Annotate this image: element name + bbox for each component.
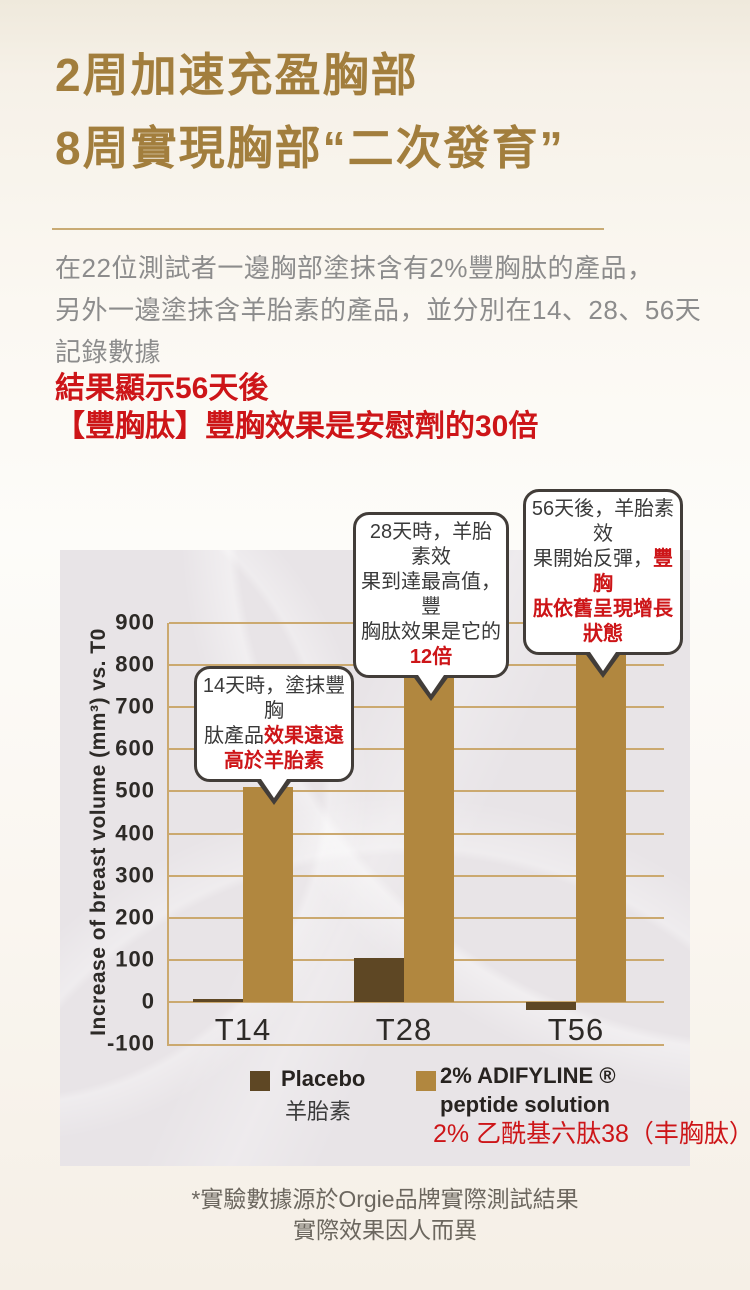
callout-text: 28天時，羊胎素效 [369,521,493,568]
callout-text-red: 高於羊胎素 [224,750,324,772]
legend-label-placebo: Placebo [281,1066,366,1091]
y-tick-400: 400 [115,819,155,845]
intro-paragraph: 在22位測試者一邊胸部塗抹含有2%豐胸肽的產品， 另外一邊塗抹含羊胎素的產品，並… [55,247,701,373]
callout-line: 肽產品效果遠遠 [201,724,347,749]
x-tick-t28: T28 [375,1012,433,1047]
callout-line: 肽依舊呈現增長 [530,597,676,622]
intro-line-3: 記錄數據 [55,337,162,367]
bar-t14-adifyline [243,787,293,1002]
y-tick-700: 700 [115,693,155,719]
y-tick-100: 100 [115,946,155,972]
callout-text-red: 效果遠遠 [264,725,344,747]
headline-line-2: 8周實現胸部“二次發育” [55,122,565,174]
result-line-1: 結果顯示56天後 [55,372,269,405]
intro-line-2: 另外一邊塗抹含羊胎素的產品，並分別在14、28、56天 [55,295,702,325]
callout-line: 14天時，塗抹豐胸 [201,674,347,724]
callout-t28: 28天時，羊胎素效 果到達最高值，豐胸肽效果是它的 12倍 [353,512,509,701]
x-tick-t14: T14 [214,1012,272,1047]
callout-line: 果到達最高值，豐 [360,570,502,620]
callout-line: 28天時，羊胎素效 [360,520,502,570]
legend-swatch-adifyline [416,1071,436,1091]
callout-text: 胸肽效果是它的 [361,621,501,643]
callout-line: 胸肽效果是它的 [360,620,502,645]
footnote: *實驗數據源於Orgie品牌實際測試結果 實際效果因人而異 [20,1184,750,1246]
callout-line: 狀態 [530,622,676,647]
y-tick-600: 600 [115,735,155,761]
y-axis-title: Increase of breast volume (mm³) vs. T0 [87,628,110,1036]
y-tick-800: 800 [115,651,155,677]
y-tick--100: -100 [106,1030,155,1056]
bar-t56-placebo [526,1001,576,1011]
y-tick-200: 200 [115,904,155,930]
bar-t14-placebo [193,998,243,1002]
divider-line [52,228,604,230]
legend-sublabel-placebo: 羊胎素 [285,1099,352,1124]
legend-swatch-placebo [250,1071,270,1091]
callout-text-red: 12倍 [409,646,453,668]
callout-text: 果開始反彈， [533,548,653,570]
callout-line: 果開始反彈，豐胸 [530,547,676,597]
callout-text: 56天後，羊胎素效 [531,498,675,545]
legend-sublabel-adifyline-red: 2% 乙酰基六肽38（丰胸肽） [433,1120,750,1148]
bar-t56-adifyline [576,629,626,1002]
gridline-0 [169,1000,664,1003]
y-tick-0: 0 [141,988,155,1014]
y-tick-300: 300 [115,862,155,888]
headline-line-1: 2周加速充盈胸部 [55,49,419,101]
y-tick-500: 500 [115,777,155,803]
footnote-line-1: *實驗數據源於Orgie品牌實際測試結果 [191,1186,579,1212]
callout-text: 果到達最高值，豐 [361,571,501,618]
callout-text: 肽產品 [204,725,264,747]
x-tick-t56: T56 [547,1012,605,1047]
footnote-line-2: 實際效果因人而異 [293,1217,477,1243]
result-highlight: 結果顯示56天後 【豐胸肽】豐胸效果是安慰劑的30倍 [55,370,538,446]
callout-t14: 14天時，塗抹豐胸 肽產品效果遠遠 高於羊胎素 [194,666,354,805]
callout-text: 14天時，塗抹豐胸 [202,675,346,722]
callout-t56: 56天後，羊胎素效 果開始反彈，豐胸 肽依舊呈現增長 狀態 [523,489,683,678]
callout-line: 12倍 [360,645,502,670]
callout-text-red: 肽依舊呈現增長 [533,598,673,620]
callout-text-red: 狀態 [583,623,623,645]
legend-label-adifyline-2: peptide solution [440,1092,610,1117]
legend-label-adifyline: 2% ADIFYLINE ® [440,1063,616,1088]
bar-t28-adifyline [404,650,454,1002]
callout-text-red: 豐胸 [593,548,673,595]
callout-line: 56天後，羊胎素效 [530,497,676,547]
result-line-2: 【豐胸肽】豐胸效果是安慰劑的30倍 [55,410,539,443]
callout-line: 高於羊胎素 [201,749,347,774]
bar-t28-placebo [354,957,404,1002]
y-tick-900: 900 [115,609,155,635]
intro-line-1: 在22位測試者一邊胸部塗抹含有2%豐胸肽的產品， [55,253,654,283]
